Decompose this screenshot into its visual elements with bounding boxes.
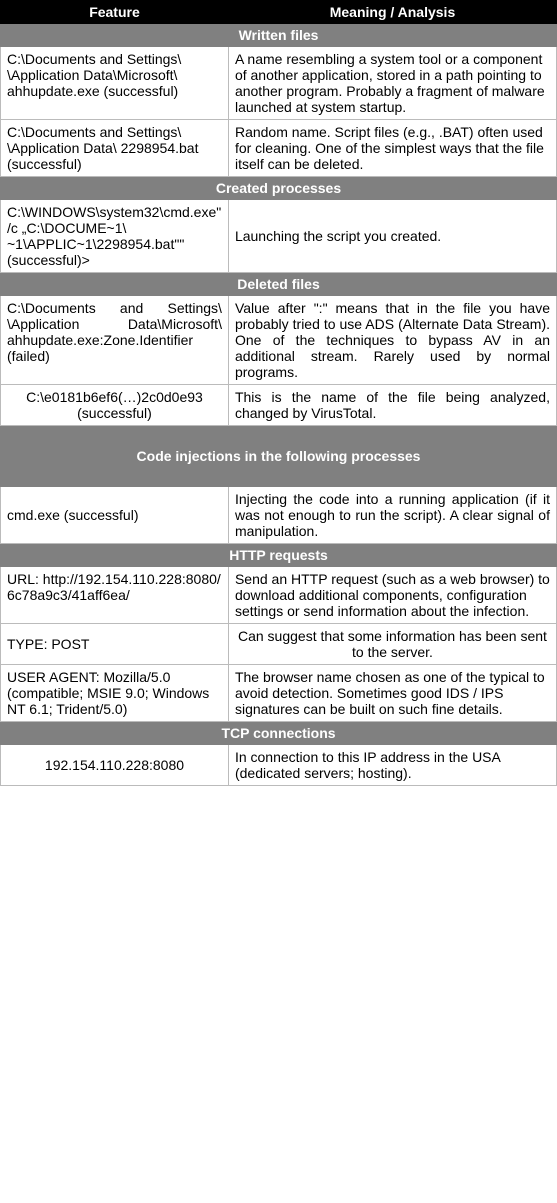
table-row: C:\e0181b6ef6(…)2c0d0e93 (successful) Th… xyxy=(1,385,557,426)
table-row: TYPE: POST Can suggest that some informa… xyxy=(1,624,557,665)
header-feature: Feature xyxy=(1,1,229,24)
section-label: Written files xyxy=(1,24,557,47)
cell-feature: USER AGENT: Mozilla/5.0 (compatible; MSI… xyxy=(1,665,229,722)
cell-meaning: This is the name of the file being analy… xyxy=(228,385,556,426)
cell-feature: C:\Documents and Settings\ \Application … xyxy=(1,47,229,120)
cell-meaning: Random name. Script files (e.g., .BAT) o… xyxy=(228,120,556,177)
cell-meaning: Injecting the code into a running applic… xyxy=(228,487,556,544)
cell-feature: C:\WINDOWS\system32\cmd.exe" /c „C:\DOCU… xyxy=(1,200,229,273)
cell-meaning: A name resembling a system tool or a com… xyxy=(228,47,556,120)
section-deleted-files: Deleted files xyxy=(1,273,557,296)
cell-meaning: Send an HTTP request (such as a web brow… xyxy=(228,567,556,624)
table-row: cmd.exe (successful) Injecting the code … xyxy=(1,487,557,544)
cell-meaning: The browser name chosen as one of the ty… xyxy=(228,665,556,722)
section-created-processes: Created processes xyxy=(1,177,557,200)
section-code-injections: Code injections in the following process… xyxy=(1,426,557,487)
cell-feature: cmd.exe (successful) xyxy=(1,487,229,544)
section-label: Code injections in the following process… xyxy=(1,426,557,487)
cell-feature: C:\Documents and Settings\ \Application … xyxy=(1,120,229,177)
cell-meaning: Can suggest that some information has be… xyxy=(228,624,556,665)
table-row: URL: http://192.154.110.228:8080/ 6c78a9… xyxy=(1,567,557,624)
table-header-row: Feature Meaning / Analysis xyxy=(1,1,557,24)
cell-feature: 192.154.110.228:8080 xyxy=(1,745,229,786)
section-label: TCP connections xyxy=(1,722,557,745)
cell-meaning: Launching the script you created. xyxy=(228,200,556,273)
table-row: USER AGENT: Mozilla/5.0 (compatible; MSI… xyxy=(1,665,557,722)
table-row: 192.154.110.228:8080 In connection to th… xyxy=(1,745,557,786)
table-row: C:\WINDOWS\system32\cmd.exe" /c „C:\DOCU… xyxy=(1,200,557,273)
cell-feature: URL: http://192.154.110.228:8080/ 6c78a9… xyxy=(1,567,229,624)
cell-meaning: In connection to this IP address in the … xyxy=(228,745,556,786)
section-tcp-connections: TCP connections xyxy=(1,722,557,745)
cell-feature: C:\Documents and Settings\ \Application … xyxy=(1,296,229,385)
section-written-files: Written files xyxy=(1,24,557,47)
analysis-table: Feature Meaning / Analysis Written files… xyxy=(0,0,557,786)
section-label: Created processes xyxy=(1,177,557,200)
section-label: Deleted files xyxy=(1,273,557,296)
cell-meaning: Value after ":" means that in the file y… xyxy=(228,296,556,385)
table-row: C:\Documents and Settings\ \Application … xyxy=(1,47,557,120)
table-row: C:\Documents and Settings\ \Application … xyxy=(1,296,557,385)
cell-feature: C:\e0181b6ef6(…)2c0d0e93 (successful) xyxy=(1,385,229,426)
cell-feature: TYPE: POST xyxy=(1,624,229,665)
section-label: HTTP requests xyxy=(1,544,557,567)
header-meaning: Meaning / Analysis xyxy=(228,1,556,24)
section-http-requests: HTTP requests xyxy=(1,544,557,567)
table-row: C:\Documents and Settings\ \Application … xyxy=(1,120,557,177)
